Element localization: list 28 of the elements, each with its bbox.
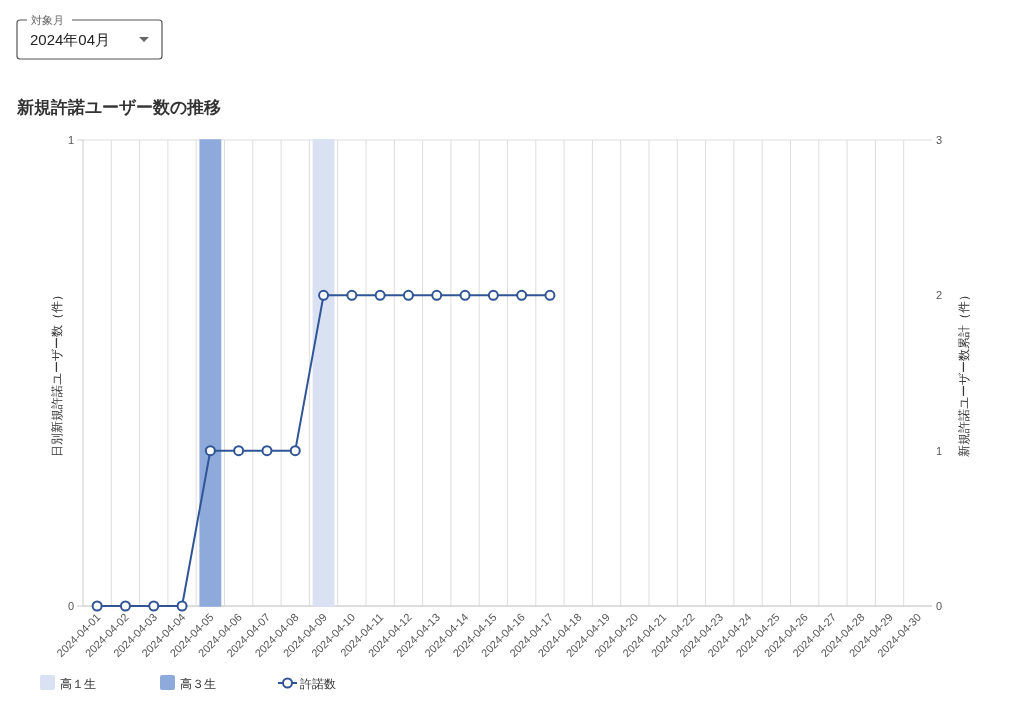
point [459,289,471,301]
y2-axis-title: 新規許諾ユーザー数累計（件） [957,289,971,457]
point [233,445,245,457]
point [148,600,160,612]
legend-label: 高３生 [180,677,216,691]
legend-label: 許諾数 [300,677,336,691]
y-axis-title: 日別新規許諾ユーザー数（件） [50,289,64,457]
point [431,289,443,301]
point [204,445,216,457]
point [346,289,358,301]
point [289,445,301,457]
point [516,289,528,301]
point [487,289,499,301]
y2-tick-label: 2 [936,289,943,302]
chart-title: 新規許諾ユーザー数の推移 [16,98,221,117]
point [544,289,556,301]
point [318,289,330,301]
point [402,289,414,301]
point [261,445,273,457]
y2-tick-label: 3 [936,134,943,146]
point [176,600,188,612]
legend-label: 高１生 [60,677,96,691]
point [91,600,103,612]
point [374,289,386,301]
y2-tick-label: 0 [936,600,943,612]
y2-tick-label: 1 [936,444,943,457]
point [119,600,131,612]
control-month-select: 対象月 2024年04月 [16,14,163,60]
